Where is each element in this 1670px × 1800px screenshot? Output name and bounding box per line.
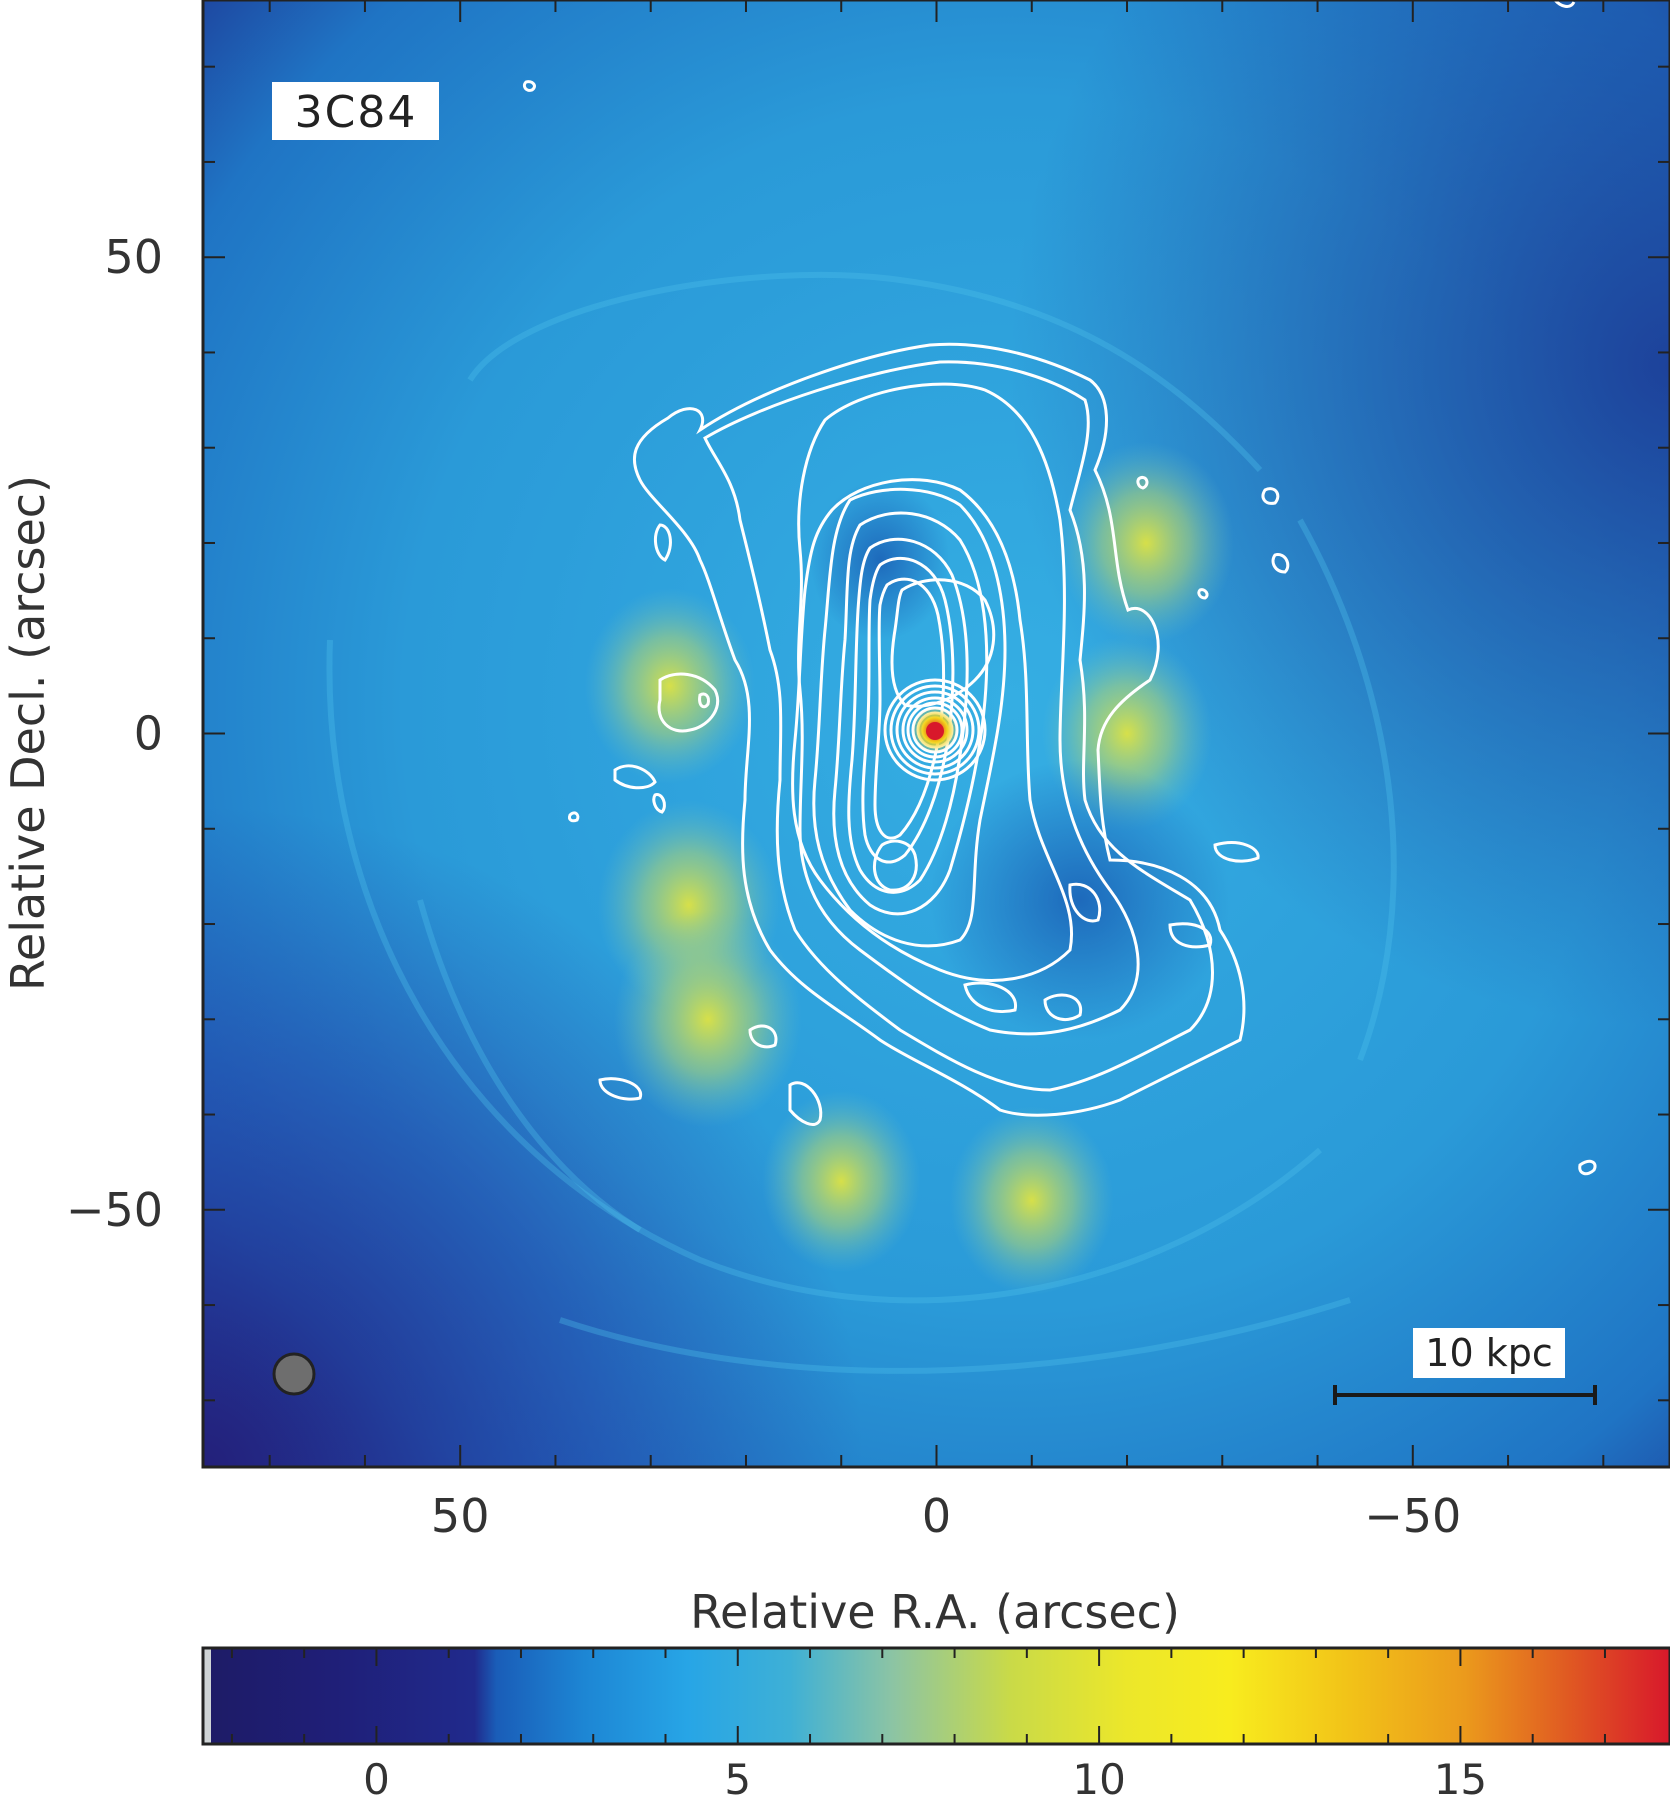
contour-9 (873, 577, 946, 840)
x-tick-label: −50 (1364, 1489, 1461, 1543)
scale-bar-label: 10 kpc (1425, 1331, 1552, 1375)
contour-8 (861, 556, 955, 864)
contour-10 (890, 578, 996, 708)
colorbar-label: 10 (1072, 1755, 1125, 1800)
scale-bar (1333, 1385, 1597, 1405)
y-tick-label: −50 (66, 1183, 163, 1237)
contour-7 (847, 537, 969, 894)
contour-11 (873, 839, 918, 892)
emission-features (584, 441, 1235, 1295)
colorbar-label: 0 (363, 1755, 390, 1800)
x-tick-label: 0 (922, 1489, 951, 1543)
contour-outer (632, 342, 1246, 1117)
emission-feature-2 (613, 911, 802, 1128)
source-label: 3C84 (295, 87, 418, 138)
emission-feature-0 (584, 588, 755, 784)
emission-feature-3 (1058, 441, 1235, 645)
contour-4 (791, 478, 1073, 982)
y-axis-title: Relative Decl. (arcsec) (1, 475, 55, 991)
y-tick-label: 0 (134, 707, 163, 761)
radio-contours (522, 0, 1597, 1176)
contour-2 (703, 360, 1214, 1092)
y-tick-labels: 50 0 −50 (66, 230, 163, 1237)
colorbar-label: 5 (724, 1755, 751, 1800)
axis-ticks (203, 0, 1670, 1467)
emission-feature-5 (949, 1105, 1114, 1295)
colorbar: 0 5 10 15 (201, 1646, 1670, 1800)
x-axis-title: Relative R.A. (arcsec) (690, 1585, 1180, 1639)
x-tick-label: 50 (431, 1489, 490, 1543)
emission-feature-6 (762, 1090, 921, 1273)
colorbar-label: 15 (1434, 1755, 1487, 1800)
x-tick-labels: 50 0 −50 (431, 1489, 1461, 1543)
beam-ellipse (272, 1352, 316, 1396)
y-tick-label: 50 (104, 230, 163, 284)
contour-6 (832, 511, 989, 916)
contour-5 (812, 487, 1007, 948)
